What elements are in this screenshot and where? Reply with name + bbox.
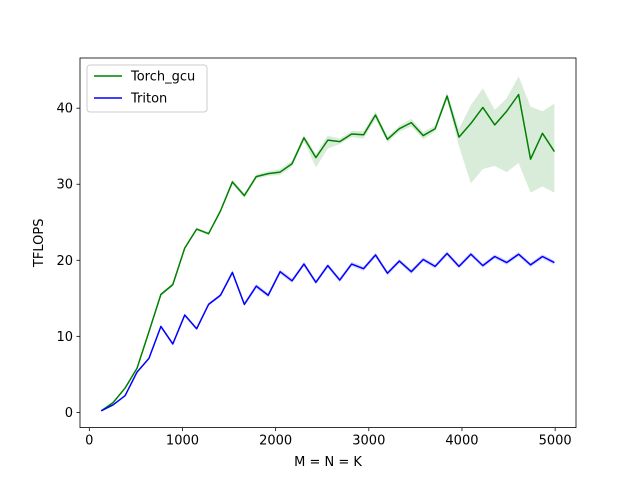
y-tick-label: 10: [56, 330, 73, 345]
legend-label: Triton: [130, 92, 167, 107]
x-tick-label: 2000: [259, 434, 292, 449]
x-tick-label: 1000: [166, 434, 199, 449]
x-tick-label: 3000: [352, 434, 385, 449]
y-axis-label: TFLOPS: [32, 219, 47, 269]
y-tick-label: 0: [65, 406, 73, 421]
legend-label: Torch_gcu: [130, 70, 195, 85]
legend: Torch_gcu Triton: [87, 65, 207, 112]
y-tick-label: 20: [56, 254, 73, 269]
x-tick-label: 5000: [539, 434, 572, 449]
x-tick-label: 0: [85, 434, 93, 449]
y-tick-label: 30: [56, 178, 73, 193]
y-tick-label: 40: [56, 102, 73, 117]
x-tick-label: 4000: [445, 434, 478, 449]
x-axis-label: M = N = K: [294, 455, 362, 470]
